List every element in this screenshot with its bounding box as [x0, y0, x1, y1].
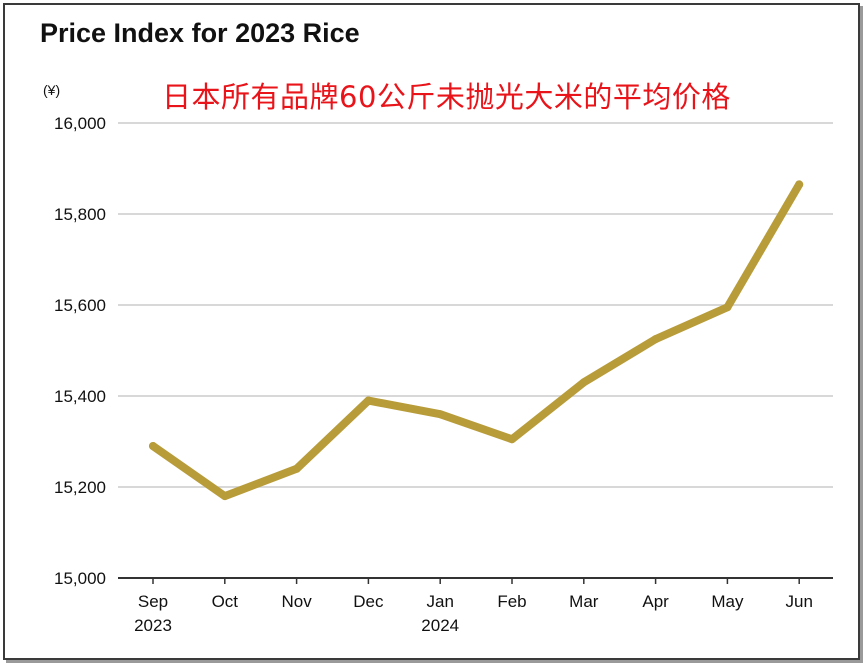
data-point [149, 442, 157, 451]
data-point [436, 410, 445, 419]
y-tick-label: 15,000 [54, 569, 106, 588]
data-point [795, 180, 804, 189]
data-point [723, 303, 732, 312]
x-tick-label: Mar [569, 592, 599, 611]
x-tick-label: Jan [426, 592, 453, 611]
chart-title: Price Index for 2023 Rice [40, 18, 360, 48]
x-tick-label: Nov [281, 592, 312, 611]
chart-frame [3, 3, 860, 660]
x-tick-label: May [711, 592, 744, 611]
x-tick-label: Sep [138, 592, 168, 611]
x-tick-label: 2024 [421, 616, 459, 635]
y-tick-label: 16,000 [54, 114, 106, 133]
x-tick-label: Apr [642, 592, 669, 611]
data-point [508, 435, 516, 444]
y-tick-label: 15,400 [54, 387, 106, 406]
price-line [149, 180, 804, 501]
chart-subtitle: 日本所有品牌60公斤未抛光大米的平均价格 [162, 80, 731, 114]
data-point [651, 335, 660, 344]
data-point [292, 464, 301, 473]
y-tick-label: 15,800 [54, 205, 106, 224]
x-tick-label: Feb [497, 592, 526, 611]
y-tick-label: 15,600 [54, 296, 106, 315]
x-tick-label: 2023 [134, 616, 172, 635]
data-point [579, 378, 588, 387]
x-tick-label: Oct [212, 592, 239, 611]
y-axis-unit: (¥) [43, 82, 61, 98]
data-point [220, 492, 229, 501]
y-tick-label: 15,200 [54, 478, 106, 497]
data-point [364, 396, 373, 405]
x-tick-label: Dec [353, 592, 384, 611]
x-tick-label: Jun [785, 592, 812, 611]
